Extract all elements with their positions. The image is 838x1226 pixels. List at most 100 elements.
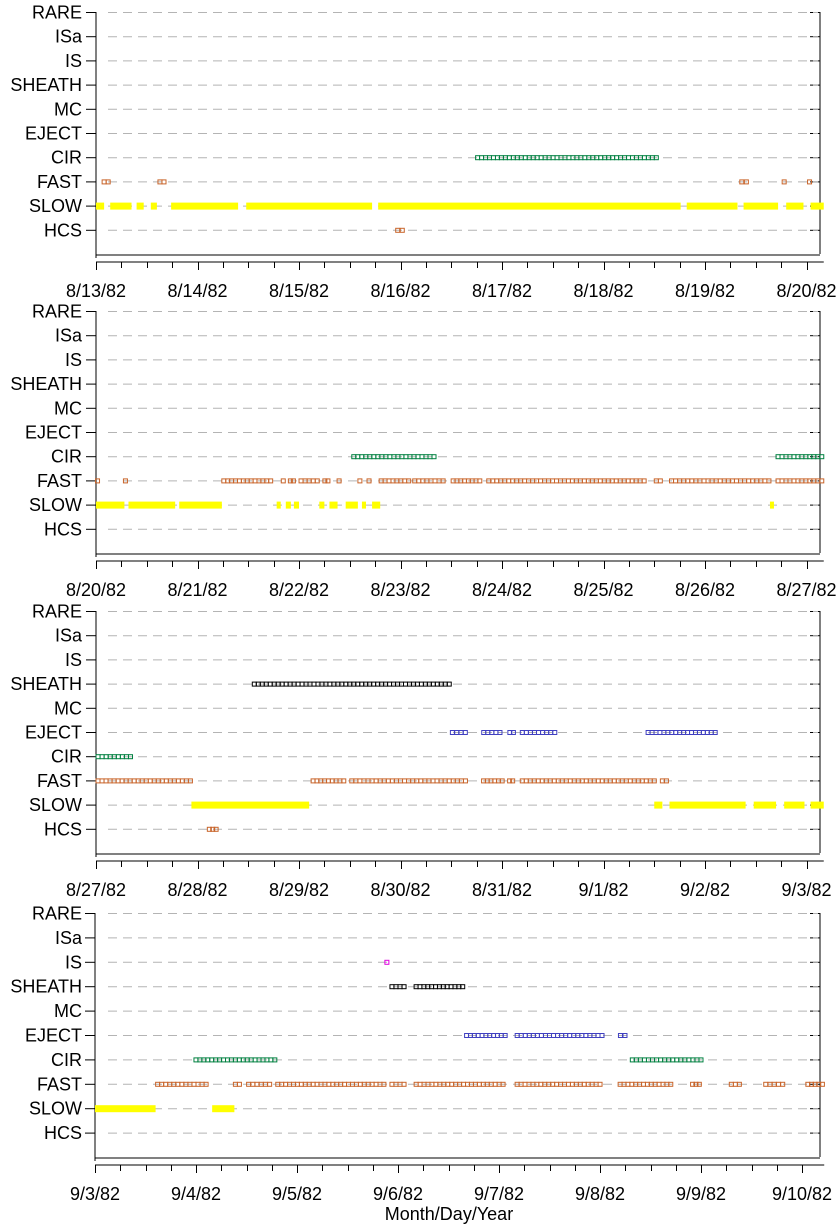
fast-marker-run bbox=[349, 778, 468, 784]
fast-marker bbox=[522, 1081, 528, 1087]
hcs-marker bbox=[210, 826, 216, 832]
category-label-eject: EJECT bbox=[25, 723, 82, 743]
slow-bar bbox=[319, 501, 325, 509]
category-label-mc: MC bbox=[54, 99, 82, 119]
fast-marker bbox=[791, 478, 797, 484]
eject-marker bbox=[712, 730, 718, 735]
sheath-marker bbox=[402, 681, 408, 687]
fast-marker-run bbox=[232, 1081, 242, 1087]
fast-marker bbox=[357, 1081, 363, 1087]
fast-marker bbox=[743, 179, 749, 185]
slow-bar bbox=[96, 501, 125, 509]
category-label-isa: ISa bbox=[55, 626, 83, 646]
fast-marker bbox=[507, 778, 513, 784]
fast-marker-run bbox=[101, 179, 111, 185]
fast-marker-run bbox=[275, 1081, 387, 1087]
fast-marker bbox=[191, 1081, 197, 1087]
fast-marker bbox=[506, 478, 512, 484]
category-label-is: IS bbox=[65, 51, 82, 71]
category-label-hcs: HCS bbox=[44, 220, 82, 240]
date-tick-label: 9/3/82 bbox=[70, 1184, 120, 1204]
date-tick-label: 8/20/82 bbox=[776, 281, 836, 301]
slow-bar bbox=[128, 501, 176, 509]
fast-marker-run bbox=[739, 179, 749, 185]
category-label-isa: ISa bbox=[55, 928, 83, 948]
category-label-isa: ISa bbox=[55, 27, 83, 47]
eject-marker-run bbox=[507, 730, 516, 735]
cir-marker bbox=[490, 155, 496, 161]
cir-marker bbox=[193, 1057, 199, 1063]
category-label-fast: FAST bbox=[37, 172, 82, 192]
fast-marker bbox=[336, 478, 342, 484]
date-tick-label: 8/17/82 bbox=[472, 281, 532, 301]
category-label-fast: FAST bbox=[37, 471, 82, 491]
category-label-cir: CIR bbox=[51, 747, 82, 767]
category-label-cir: CIR bbox=[51, 148, 82, 168]
category-label-sheath: SHEATH bbox=[10, 977, 82, 997]
fast-marker-run bbox=[486, 478, 647, 484]
fast-marker bbox=[597, 1081, 603, 1087]
sheath-marker bbox=[401, 984, 407, 990]
fast-marker bbox=[203, 1081, 209, 1087]
eject-marker bbox=[657, 730, 663, 735]
fast-marker bbox=[187, 778, 193, 784]
fast-marker bbox=[643, 778, 649, 784]
fast-marker bbox=[268, 478, 274, 484]
fast-marker-run bbox=[287, 478, 296, 484]
slow-bar bbox=[743, 202, 779, 210]
cir-marker bbox=[658, 1057, 664, 1063]
cir-marker-run bbox=[475, 155, 659, 161]
fast-marker bbox=[373, 778, 379, 784]
fast-marker bbox=[236, 478, 242, 484]
fast-marker bbox=[523, 778, 529, 784]
hcs-marker bbox=[395, 227, 401, 233]
hcs-marker bbox=[399, 227, 405, 233]
slow-bar bbox=[784, 801, 805, 809]
sheath-marker bbox=[387, 681, 393, 687]
fast-marker bbox=[406, 478, 412, 484]
category-label-hcs: HCS bbox=[44, 1123, 82, 1143]
fast-marker bbox=[373, 1081, 379, 1087]
slow-bar bbox=[171, 202, 239, 210]
fast-marker-run bbox=[728, 1081, 742, 1087]
fast-marker bbox=[766, 478, 772, 484]
cir-marker bbox=[819, 454, 825, 460]
fast-marker bbox=[163, 1081, 169, 1087]
slow-bar bbox=[786, 202, 804, 210]
hcs-marker bbox=[206, 826, 212, 832]
cir-marker bbox=[236, 1057, 242, 1063]
eject-marker-run bbox=[519, 730, 558, 735]
fast-marker bbox=[807, 179, 813, 185]
eject-marker bbox=[462, 730, 468, 735]
fast-marker-run bbox=[413, 1081, 506, 1087]
is-marker-run bbox=[384, 959, 390, 965]
sheath-marker-run bbox=[389, 984, 407, 990]
cir-marker-run bbox=[193, 1057, 278, 1063]
fast-marker bbox=[499, 778, 505, 784]
fast-marker-run bbox=[775, 478, 825, 484]
cir-marker bbox=[641, 1057, 647, 1063]
fast-marker bbox=[280, 478, 286, 484]
fast-marker bbox=[522, 478, 528, 484]
fast-marker-run bbox=[450, 478, 483, 484]
eject-marker bbox=[538, 1033, 544, 1038]
hcs-marker-run bbox=[395, 227, 405, 233]
panel-4: RARE ISa IS SHEATH MC EJECT CIR FAST SLOW HCS 9/3/… bbox=[10, 904, 832, 1205]
sheath-marker bbox=[267, 681, 273, 687]
fast-marker bbox=[567, 778, 573, 784]
fast-marker bbox=[663, 778, 669, 784]
slow-bar bbox=[110, 202, 132, 210]
fast-marker bbox=[433, 1081, 439, 1087]
fast-marker bbox=[780, 1081, 786, 1087]
fast-marker bbox=[298, 1081, 304, 1087]
fast-marker bbox=[693, 1081, 699, 1087]
date-tick-label: 8/15/82 bbox=[269, 281, 329, 301]
fast-marker bbox=[418, 778, 424, 784]
cir-marker bbox=[686, 1057, 692, 1063]
cir-marker bbox=[268, 1057, 274, 1063]
sheath-marker-run bbox=[251, 681, 452, 687]
date-tick-label: 8/16/82 bbox=[370, 281, 430, 301]
cir-marker bbox=[566, 155, 572, 161]
date-tick-label: 8/24/82 bbox=[472, 580, 532, 600]
category-label-slow: SLOW bbox=[29, 196, 82, 216]
